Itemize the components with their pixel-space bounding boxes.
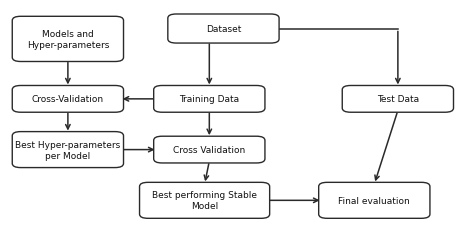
- FancyBboxPatch shape: [319, 182, 430, 218]
- FancyBboxPatch shape: [139, 182, 270, 218]
- Text: Training Data: Training Data: [179, 95, 239, 104]
- Text: Best performing Stable
Model: Best performing Stable Model: [152, 190, 257, 210]
- Text: Cross Validation: Cross Validation: [173, 146, 246, 154]
- Text: Models and
Hyper-parameters: Models and Hyper-parameters: [27, 30, 109, 50]
- FancyBboxPatch shape: [342, 86, 454, 113]
- Text: Final evaluation: Final evaluation: [338, 196, 410, 205]
- FancyBboxPatch shape: [168, 15, 279, 44]
- FancyBboxPatch shape: [12, 17, 124, 62]
- Text: Dataset: Dataset: [206, 25, 241, 34]
- Text: Best Hyper-parameters
per Model: Best Hyper-parameters per Model: [15, 140, 120, 160]
- FancyBboxPatch shape: [154, 137, 265, 163]
- FancyBboxPatch shape: [12, 86, 124, 113]
- FancyBboxPatch shape: [154, 86, 265, 113]
- Text: Test Data: Test Data: [377, 95, 419, 104]
- FancyBboxPatch shape: [12, 132, 124, 168]
- Text: Cross-Validation: Cross-Validation: [32, 95, 104, 104]
